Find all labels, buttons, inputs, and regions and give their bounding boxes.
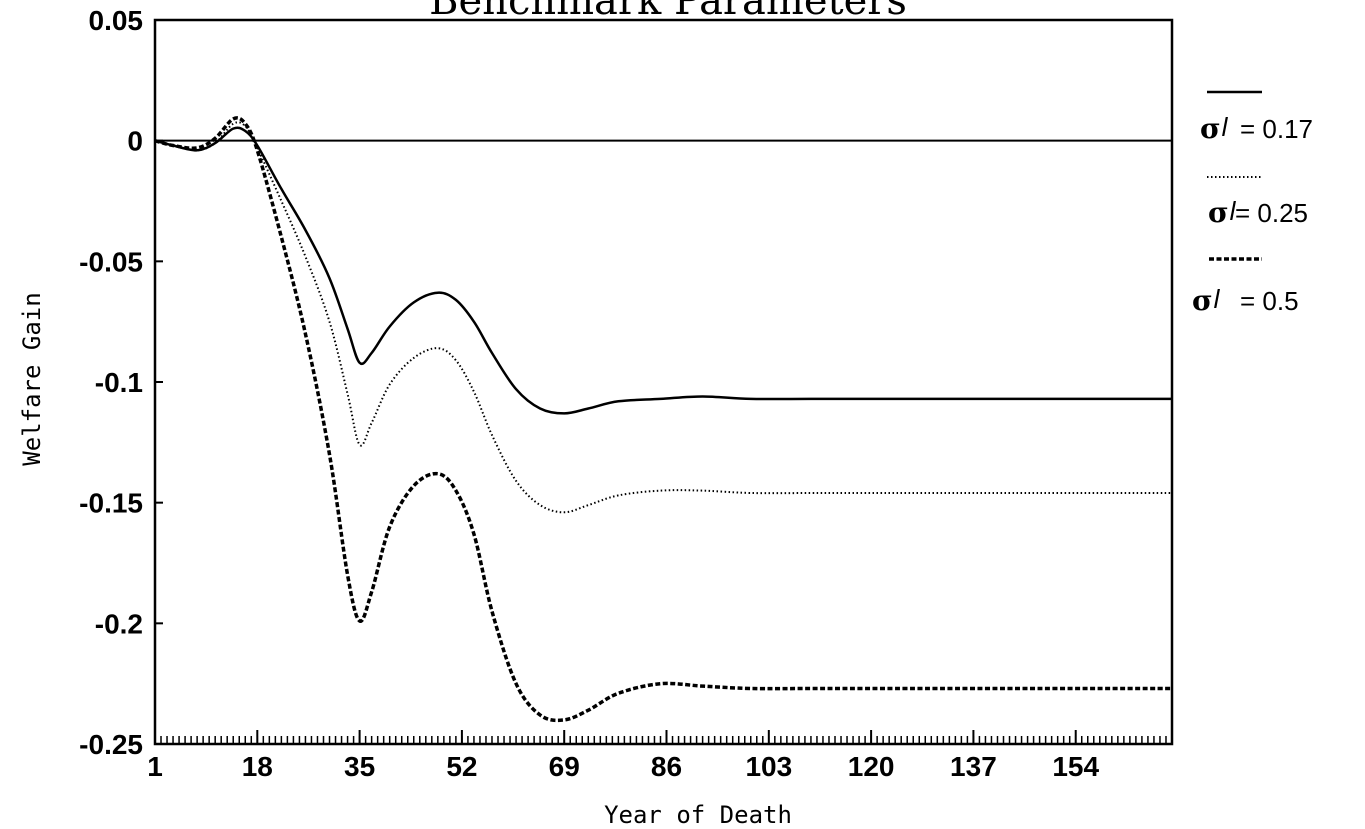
x-tick-label: 86 xyxy=(651,751,682,782)
legend-subscript: l xyxy=(1230,196,1237,226)
y-tick-label: 0.05 xyxy=(89,5,144,36)
legend-sigma: σ xyxy=(1208,196,1229,229)
series-line-dashed xyxy=(154,116,1172,723)
x-axis-label: Year of Death xyxy=(604,801,792,829)
series-line-dotted xyxy=(154,121,1172,514)
x-tick-label: 120 xyxy=(848,751,895,782)
y-tick-label: -0.1 xyxy=(95,367,143,398)
x-tick-label: 69 xyxy=(549,751,580,782)
legend-label: σl = 0.17 xyxy=(1200,112,1313,145)
series-layer xyxy=(154,116,1172,723)
y-tick-label: -0.25 xyxy=(79,729,143,760)
x-tick-label: 137 xyxy=(950,751,997,782)
y-tick-label: 0 xyxy=(127,126,143,157)
legend-subscript: l xyxy=(1214,284,1221,314)
legend-sigma: σ xyxy=(1192,284,1213,317)
legend-label: σl = 0.5 xyxy=(1192,284,1299,317)
legend-value: = 0.25 xyxy=(1235,198,1308,228)
y-axis-ticks: 0.05 0 -0.05 -0.1 -0.15 -0.2 -0.25 xyxy=(79,5,163,760)
legend-value: = 0.5 xyxy=(1240,286,1299,316)
legend-value: = 0.17 xyxy=(1240,114,1313,144)
y-tick-label: -0.05 xyxy=(79,246,143,277)
x-tick-label: 103 xyxy=(745,751,792,782)
x-tick-label: 18 xyxy=(242,751,273,782)
y-tick-label: -0.15 xyxy=(79,488,143,519)
x-tick-label: 1 xyxy=(147,751,163,782)
legend-subscript: l xyxy=(1222,112,1229,142)
legend-label: σl= 0.25 xyxy=(1208,196,1308,229)
legend-sigma: σ xyxy=(1200,112,1221,145)
x-tick-label: 52 xyxy=(446,751,477,782)
x-tick-label: 154 xyxy=(1052,751,1099,782)
y-tick-label: -0.2 xyxy=(95,608,143,639)
x-tick-label: 35 xyxy=(344,751,375,782)
series-line-solid xyxy=(154,126,1172,415)
plot-frame xyxy=(153,18,1174,746)
y-axis-label: Welfare Gain xyxy=(18,292,46,465)
x-axis-ticks: 1 18 35 52 69 86 103 120 137 154 xyxy=(147,730,1100,782)
